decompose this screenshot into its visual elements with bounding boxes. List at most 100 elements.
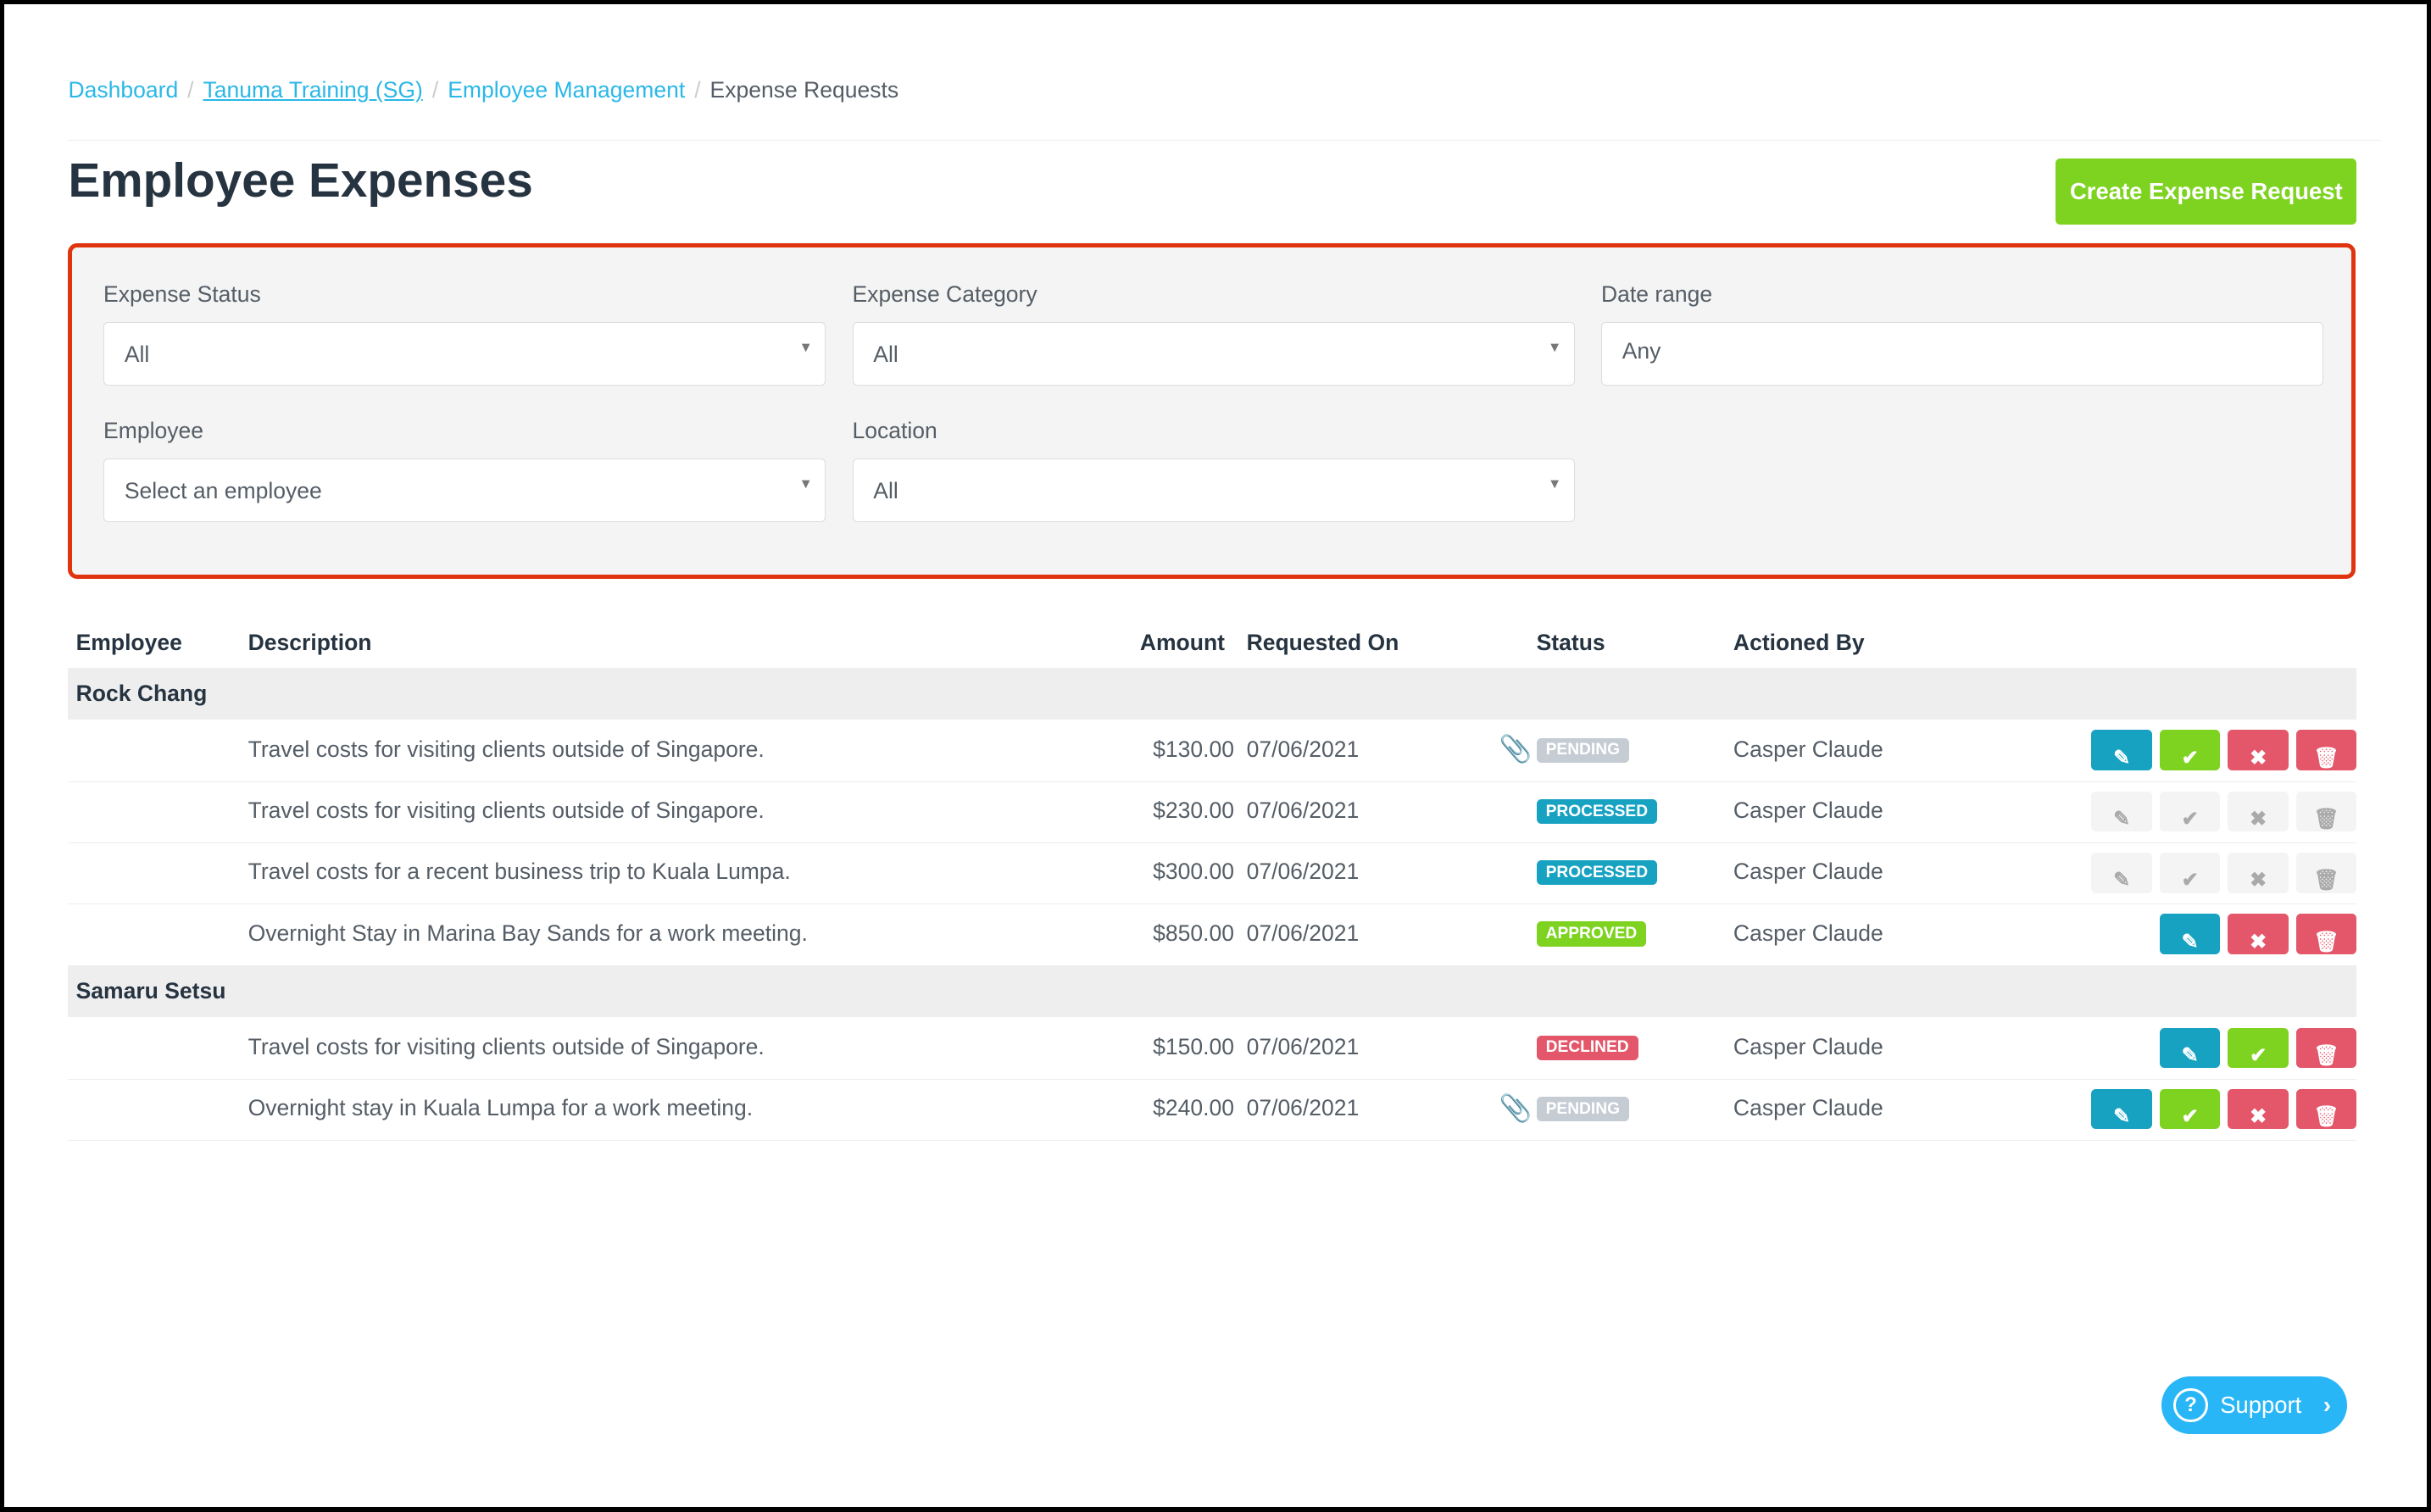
actioned-by-cell: Casper Claude	[1733, 920, 1883, 946]
description-cell: Travel costs for visiting clients outsid…	[248, 736, 765, 762]
trash-icon: 🗑	[2313, 869, 2339, 892]
amount-cell: $130.00	[1153, 736, 1234, 762]
employee-select[interactable]: Select an employee ▼	[103, 458, 826, 522]
employee-label: Employee	[103, 418, 203, 444]
description-cell: Travel costs for visiting clients outsid…	[248, 798, 765, 824]
requested-on-cell: 07/06/2021	[1246, 859, 1360, 885]
row-actions: ✎ ✔ ✖ 🗑	[2091, 730, 2357, 771]
pencil-icon: ✎	[2113, 808, 2131, 831]
edit-button[interactable]: ✎	[2091, 730, 2152, 771]
breadcrumb-current: Expense Requests	[709, 77, 899, 103]
actioned-by-cell: Casper Claude	[1733, 736, 1883, 762]
delete-button[interactable]: 🗑	[2295, 1027, 2357, 1069]
header-employee: Employee	[75, 629, 182, 655]
header-requested-on: Requested On	[1246, 629, 1399, 655]
expense-status-select[interactable]: All ▼	[103, 321, 826, 386]
actioned-by-cell: Casper Claude	[1733, 1095, 1883, 1121]
trash-icon: 🗑	[2313, 1105, 2339, 1129]
table-row: Overnight stay in Kuala Lumpa for a work…	[68, 1080, 2357, 1142]
decline-button[interactable]: ✖	[2228, 791, 2289, 832]
table-row: Travel costs for visiting clients outsid…	[68, 721, 2357, 782]
breadcrumb-company[interactable]: Tanuma Training (SG)	[203, 77, 423, 103]
expense-category-label: Expense Category	[852, 281, 1037, 308]
date-range-label: Date range	[1600, 281, 1713, 308]
status-badge: PROCESSED	[1536, 798, 1658, 825]
header-status: Status	[1536, 629, 1605, 655]
status-badge: PROCESSED	[1536, 860, 1658, 886]
header-description: Description	[248, 629, 372, 655]
edit-button[interactable]: ✎	[2159, 1027, 2221, 1069]
actioned-by-cell: Casper Claude	[1733, 1033, 1883, 1059]
edit-button[interactable]: ✎	[2091, 791, 2152, 832]
location-value: All	[873, 477, 898, 503]
support-button[interactable]: ? Support ›	[2161, 1376, 2348, 1434]
support-label: Support	[2220, 1392, 2302, 1419]
edit-button[interactable]: ✎	[2091, 1088, 2152, 1130]
paperclip-icon[interactable]: 📎	[1499, 734, 1533, 764]
pencil-icon: ✎	[2181, 930, 2199, 953]
status-badge: DECLINED	[1536, 1035, 1638, 1061]
delete-button[interactable]: 🗑	[2295, 914, 2357, 954]
delete-button[interactable]: 🗑	[2295, 791, 2357, 832]
check-icon: ✔	[2181, 869, 2199, 892]
approve-button[interactable]: ✔	[2159, 1088, 2221, 1130]
x-icon: ✖	[2250, 869, 2267, 892]
actioned-by-cell: Casper Claude	[1733, 798, 1883, 824]
requested-on-cell: 07/06/2021	[1246, 736, 1360, 762]
approve-button[interactable]: ✔	[2228, 1027, 2289, 1069]
x-icon: ✖	[2250, 746, 2267, 770]
requested-on-cell: 07/06/2021	[1246, 798, 1360, 824]
caret-down-icon: ▼	[1547, 340, 1562, 356]
breadcrumb: Dashboard / Tanuma Training (SG) / Employee …	[68, 77, 898, 103]
decline-button[interactable]: ✖	[2228, 852, 2289, 893]
header-amount: Amount	[1139, 629, 1225, 655]
check-icon: ✔	[2181, 1105, 2199, 1129]
employee-group-row: Samaru Setsu	[68, 965, 2357, 1017]
breadcrumb-dashboard[interactable]: Dashboard	[68, 77, 179, 103]
breadcrumb-separator: /	[187, 77, 194, 103]
divider	[68, 139, 2382, 142]
create-expense-request-button[interactable]: Create Expense Request	[2056, 158, 2357, 225]
location-select[interactable]: All ▼	[852, 458, 1575, 522]
table-row: Travel costs for a recent business trip …	[68, 843, 2357, 905]
x-icon: ✖	[2250, 1105, 2267, 1129]
edit-button[interactable]: ✎	[2159, 914, 2221, 954]
check-icon: ✔	[2250, 1043, 2267, 1067]
decline-button[interactable]: ✖	[2228, 914, 2289, 954]
amount-cell: $150.00	[1153, 1033, 1234, 1059]
approve-button[interactable]: ✔	[2159, 730, 2221, 771]
decline-button[interactable]: ✖	[2228, 1088, 2289, 1130]
check-icon: ✔	[2181, 808, 2199, 831]
actioned-by-cell: Casper Claude	[1733, 859, 1883, 885]
delete-button[interactable]: 🗑	[2295, 852, 2357, 893]
pencil-icon: ✎	[2113, 746, 2131, 770]
location-label: Location	[852, 418, 937, 444]
amount-cell: $230.00	[1153, 798, 1234, 824]
paperclip-icon[interactable]: 📎	[1499, 1092, 1533, 1123]
approve-button[interactable]: ✔	[2159, 791, 2221, 832]
caret-down-icon: ▼	[1547, 476, 1562, 492]
page-title: Employee Expenses	[68, 154, 533, 208]
x-icon: ✖	[2250, 930, 2267, 953]
status-badge: PENDING	[1536, 1097, 1629, 1122]
pencil-icon: ✎	[2113, 869, 2131, 892]
expense-category-value: All	[873, 341, 898, 367]
description-cell: Overnight stay in Kuala Lumpa for a work…	[248, 1095, 754, 1121]
approve-button[interactable]: ✔	[2159, 852, 2221, 893]
decline-button[interactable]: ✖	[2228, 730, 2289, 771]
edit-button[interactable]: ✎	[2091, 852, 2152, 893]
x-icon: ✖	[2250, 808, 2267, 831]
expense-category-select[interactable]: All ▼	[852, 321, 1575, 386]
row-actions: ✎ ✔ ✖ 🗑	[2091, 852, 2357, 893]
delete-button[interactable]: 🗑	[2295, 730, 2357, 771]
date-range-input[interactable]: Any	[1600, 321, 2324, 386]
chevron-right-icon: ›	[2323, 1392, 2332, 1419]
table-row: Travel costs for visiting clients outsid…	[68, 1019, 2357, 1081]
help-icon: ?	[2173, 1387, 2208, 1423]
breadcrumb-employee-management[interactable]: Employee Management	[448, 77, 686, 103]
filter-panel: Expense Status All ▼ Expense Category All…	[68, 243, 2356, 580]
pencil-icon: ✎	[2113, 1105, 2131, 1129]
delete-button[interactable]: 🗑	[2295, 1088, 2357, 1130]
employee-group-row: Rock Chang	[68, 668, 2357, 720]
